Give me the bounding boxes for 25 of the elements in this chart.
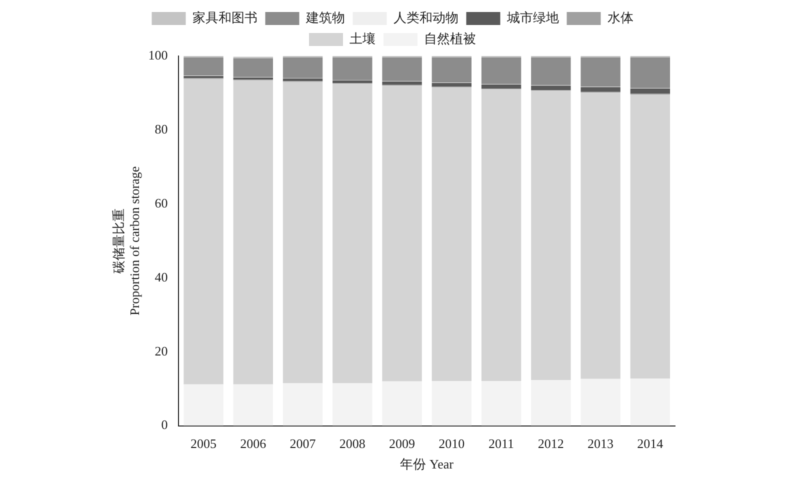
x-tick-label: 2006 xyxy=(240,436,267,452)
y-tick-label: 60 xyxy=(154,195,168,210)
y-tick-label: 80 xyxy=(154,121,168,136)
legend-label: 城市绿地 xyxy=(506,10,559,25)
y-tick-label: 0 xyxy=(161,417,168,432)
y-tick-label: 40 xyxy=(154,269,168,284)
x-tick-label: 2005 xyxy=(190,436,217,452)
x-tick-label: 2014 xyxy=(637,436,664,452)
x-tick-label: 2011 xyxy=(488,436,514,452)
legend-label: 家具和图书 xyxy=(192,10,258,25)
x-tick-label: 2010 xyxy=(438,436,465,452)
legend-label: 建筑物 xyxy=(304,10,345,25)
x-axis-title: 年份 Year xyxy=(400,456,454,472)
y-tick-label: 100 xyxy=(148,47,168,62)
x-tick-label: 2012 xyxy=(538,436,564,452)
legend-label: 人类和动物 xyxy=(393,10,458,25)
legend-label: 水体 xyxy=(607,10,634,25)
x-tick-label: 2007 xyxy=(290,436,316,452)
y-tick-label: 20 xyxy=(154,343,168,358)
legend-label: 土壤 xyxy=(350,30,376,46)
y-axis-title: 碳储量比重 Proportion of carbon storage xyxy=(111,166,142,316)
x-tick-label: 2013 xyxy=(588,436,614,452)
x-tick-label: 2008 xyxy=(339,436,366,452)
legend-label: 自然植被 xyxy=(424,30,476,46)
x-tick-label: 2009 xyxy=(389,436,416,452)
